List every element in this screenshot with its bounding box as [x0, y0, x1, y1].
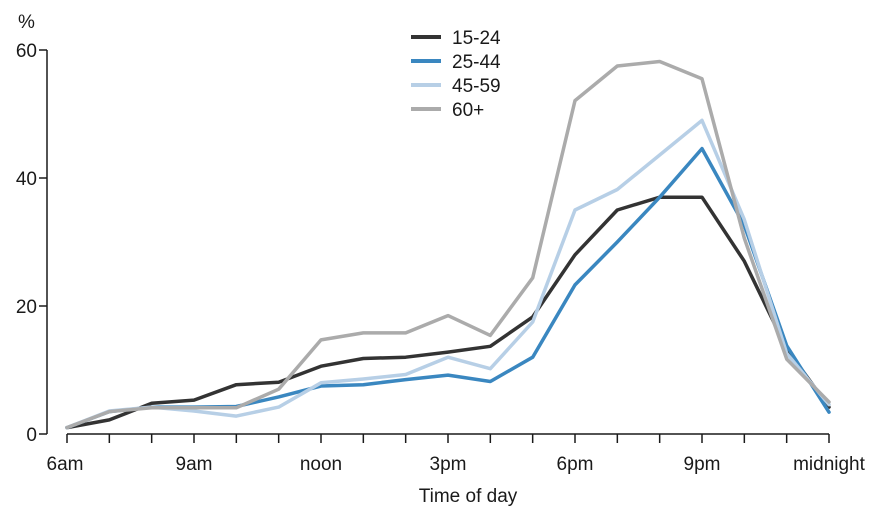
y-tick-label: 60 [16, 41, 37, 62]
y-tick-label: 20 [16, 297, 37, 318]
legend: 15-24 25-44 45-59 60+ [411, 28, 501, 121]
series-line-15-24 [65, 195, 831, 430]
series-line-60+ [65, 59, 831, 430]
x-tick-label: 6am [47, 454, 84, 475]
series-line-45-59 [65, 118, 831, 430]
x-tick-label: 9pm [684, 454, 721, 475]
y-ticks: 0 20 40 60 [16, 41, 47, 446]
x-tick-label: 9am [176, 454, 213, 475]
legend-label-45-59: 45-59 [452, 76, 501, 97]
x-ticks: 6am 9am noon 3pm 6pm 9pm midnight [47, 434, 866, 475]
x-axis-title: Time of day [419, 486, 518, 506]
series-lines [65, 59, 831, 430]
x-tick-label: 6pm [557, 454, 594, 475]
x-tick-label: noon [300, 454, 342, 475]
legend-label-60+: 60+ [452, 100, 484, 121]
legend-label-25-44: 25-44 [452, 52, 501, 73]
y-tick-label: 40 [16, 169, 37, 190]
x-tick-label: midnight [793, 454, 866, 475]
legend-label-15-24: 15-24 [452, 28, 501, 49]
y-axis-title: % [18, 12, 35, 33]
series-line-25-44 [65, 146, 831, 430]
x-tick-label: 3pm [430, 454, 467, 475]
y-tick-label: 0 [26, 425, 37, 446]
